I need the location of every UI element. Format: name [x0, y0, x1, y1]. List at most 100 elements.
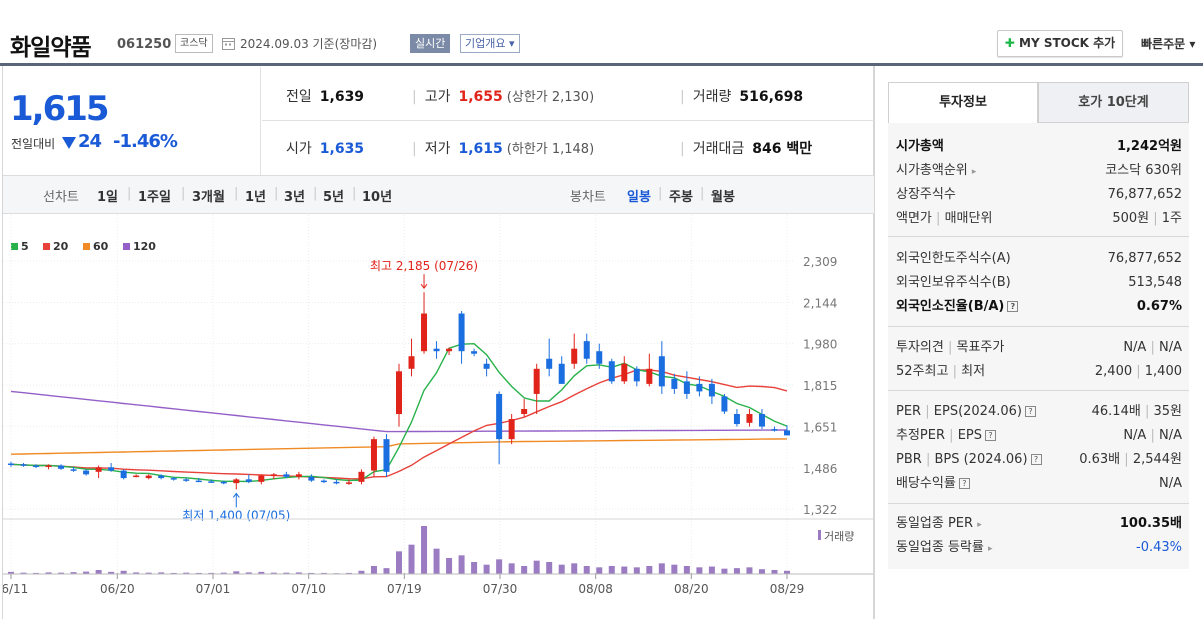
volume-bar	[458, 555, 465, 574]
candle-body	[521, 408, 528, 415]
volume-bar	[108, 571, 115, 574]
volume-bar	[733, 568, 740, 574]
volume-bar	[283, 572, 290, 574]
quote-panel-frame	[2, 66, 874, 619]
volume-bar	[671, 564, 678, 574]
help-icon: ?	[1007, 301, 1019, 312]
x-tick-label: 08/29	[770, 582, 805, 596]
candle-body	[746, 414, 753, 423]
chevron-right-icon: ▸	[971, 167, 977, 177]
volume-bar	[295, 572, 302, 574]
row-52w: 52주최고 | 최저 2,400 | 1,400	[896, 364, 1182, 379]
period-weekly[interactable]: 주봉	[669, 190, 693, 205]
price-chart[interactable]: 5 20 60 120 2,309 2,144 1,980 1,815 1,651 1,486 1,…	[3, 215, 873, 619]
price-box: 1,615 전일대비 24 -1.46%	[3, 67, 261, 175]
change-percent: -1.46%	[113, 131, 178, 152]
period-1w[interactable]: 1주일	[138, 190, 171, 205]
candle-body	[696, 383, 703, 392]
volume-bar	[383, 568, 390, 574]
section-divider	[888, 503, 1189, 504]
volume-bar	[95, 570, 102, 574]
candle-body	[183, 479, 190, 481]
candle-body	[170, 478, 177, 480]
candle-body	[421, 313, 428, 352]
calendar-icon	[222, 38, 235, 50]
stats-divider	[262, 120, 874, 121]
stock-code: 061250	[117, 37, 172, 52]
candle-body	[133, 475, 140, 478]
period-5y[interactable]: 5년	[323, 190, 345, 205]
period-sep: |	[700, 186, 705, 201]
legend-label: 5	[21, 240, 29, 253]
candle-body	[784, 430, 790, 436]
help-icon: ?	[958, 478, 970, 489]
help-icon: ?	[985, 430, 996, 441]
row-industry-rate: 동일업종 등락률 ▸ -0.43%	[896, 540, 1182, 555]
candle-body	[33, 465, 40, 468]
y-tick-label: 2,309	[803, 255, 837, 269]
x-tick-label: 07/19	[387, 582, 422, 596]
row-foreign-limit: 외국인한도주식수(A) 76,877,652	[896, 251, 1182, 266]
panel-divider	[874, 66, 875, 619]
volume-bar	[758, 569, 765, 574]
volume-bar	[446, 558, 453, 574]
volume-bar	[145, 572, 152, 574]
tab-orderbook[interactable]: 호가 10단계	[1038, 82, 1189, 123]
volume-bar	[345, 572, 352, 574]
candle-body	[308, 476, 315, 481]
x-tick-label: 08/20	[674, 582, 709, 596]
volume-bar	[58, 572, 65, 574]
row-per: PER | EPS(2024.06)? 46.14배 | 35원	[896, 404, 1182, 419]
row-foreign-hold: 외국인보유주식수(B) 513,548	[896, 275, 1182, 290]
volume-legend-swatch	[818, 530, 821, 540]
candle-body	[195, 480, 202, 483]
add-mystock-button[interactable]: ✚ MY STOCK 추가	[997, 30, 1123, 57]
candle-body	[733, 414, 740, 425]
candle-body	[8, 463, 14, 466]
volume-legend-label: 거래량	[824, 530, 854, 543]
volume-bar	[8, 571, 14, 574]
period-bar: 선차트 1일 | 1주일 | 3개월 | 1년 | 3년 | 5년 | 10년 …	[3, 175, 874, 214]
period-1d[interactable]: 1일	[97, 190, 119, 205]
x-tick-label: 07/01	[196, 582, 231, 596]
quick-order-button[interactable]: 빠른주문 ▾	[1141, 37, 1196, 51]
company-info-button[interactable]: 기업개요 ▾	[460, 34, 520, 53]
candle-body	[571, 348, 578, 364]
volume-bar	[270, 572, 277, 574]
candle-body	[508, 419, 515, 440]
period-monthly[interactable]: 월봉	[711, 190, 735, 205]
realtime-button[interactable]: 실시간	[410, 34, 451, 53]
period-3m[interactable]: 3개월	[192, 190, 225, 205]
volume-bar	[33, 572, 40, 574]
candle-body	[233, 479, 240, 484]
company-name: 화일약품	[10, 35, 92, 61]
period-10y[interactable]: 10년	[362, 190, 393, 205]
y-tick-label: 1,980	[803, 338, 837, 352]
moving-average-line-20	[10, 369, 788, 480]
candle-body	[45, 465, 52, 468]
period-sep: |	[127, 186, 132, 201]
section-divider	[888, 326, 1189, 327]
line-chart-label: 선차트	[43, 190, 79, 205]
candle-body	[633, 368, 640, 382]
period-3y[interactable]: 3년	[284, 190, 306, 205]
volume-bar	[133, 572, 140, 574]
candle-body	[320, 480, 327, 483]
period-1y[interactable]: 1년	[245, 190, 267, 205]
candle-body	[433, 348, 440, 352]
tab-invest-info[interactable]: 투자정보	[888, 82, 1038, 123]
period-daily[interactable]: 일봉	[627, 190, 651, 205]
volume-bar	[658, 563, 665, 574]
row-pbr: PBR | BPS (2024.06)? 0.63배 | 2,544원	[896, 452, 1182, 467]
candle-body	[658, 356, 665, 387]
candle-body	[608, 361, 615, 382]
period-sep: |	[181, 186, 186, 201]
help-icon: ?	[1024, 406, 1036, 417]
current-price: 1,615	[10, 89, 110, 129]
candle-body	[70, 469, 77, 471]
period-sep: |	[658, 186, 663, 201]
y-tick-label: 1,486	[803, 462, 837, 476]
row-opinion: 투자의견 | 목표주가 N/A | N/A	[896, 340, 1182, 355]
row-dividend: 배당수익률? N/A	[896, 476, 1182, 491]
candle-body	[345, 482, 352, 484]
